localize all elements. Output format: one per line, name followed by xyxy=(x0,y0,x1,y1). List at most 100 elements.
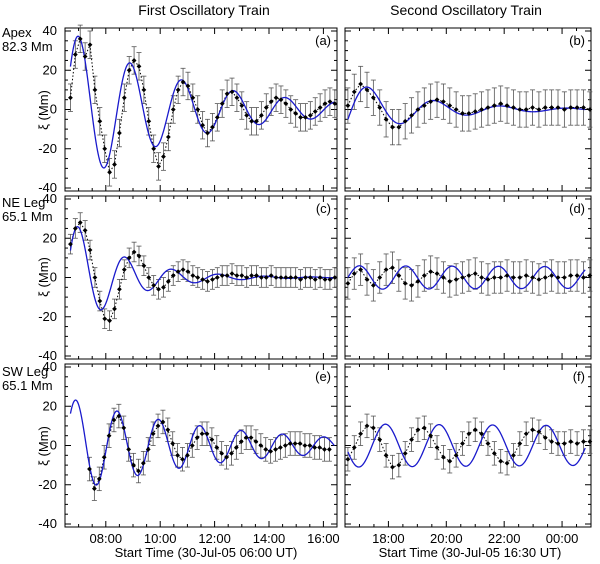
data-point xyxy=(298,114,303,120)
data-point xyxy=(317,105,323,110)
data-point xyxy=(131,249,137,255)
data-point xyxy=(409,437,414,443)
data-point xyxy=(415,107,421,112)
y-tick-label: -20 xyxy=(38,309,57,324)
data-point xyxy=(131,462,136,468)
data-point xyxy=(263,275,269,280)
data-point xyxy=(530,105,535,110)
fit-curve xyxy=(347,423,586,468)
data-point xyxy=(224,454,229,460)
data-point xyxy=(170,441,176,446)
data-point xyxy=(185,452,190,458)
data-point xyxy=(536,429,542,435)
data-point xyxy=(97,298,103,304)
data-point xyxy=(234,273,240,278)
data-point xyxy=(116,413,122,419)
fit-curve xyxy=(347,265,586,290)
data-point xyxy=(428,99,434,105)
y-tick-label: -40 xyxy=(38,348,57,363)
data-point xyxy=(190,273,196,278)
data-point xyxy=(161,284,166,290)
data-point xyxy=(530,427,535,433)
data-point xyxy=(485,441,491,446)
y-tick-label: 20 xyxy=(43,230,57,245)
data-point xyxy=(491,275,497,280)
data-point xyxy=(293,275,299,280)
data-point xyxy=(249,118,254,124)
data-point xyxy=(297,441,303,446)
data-point xyxy=(447,458,453,464)
data-point xyxy=(472,109,478,114)
data-point xyxy=(312,445,318,450)
data-point xyxy=(258,112,264,118)
data-point xyxy=(523,273,529,278)
data-point xyxy=(175,269,181,275)
data-point xyxy=(112,162,117,167)
observed-dotted-line xyxy=(69,37,337,174)
data-point xyxy=(141,263,147,269)
panel-letter: (e) xyxy=(315,369,331,384)
data-point xyxy=(292,441,298,446)
data-point xyxy=(498,275,504,280)
data-point xyxy=(298,277,303,282)
data-point xyxy=(555,105,561,110)
data-point xyxy=(97,118,103,124)
data-point xyxy=(107,318,113,324)
data-point xyxy=(390,265,395,271)
data-point xyxy=(511,452,516,458)
y-axis-label-row1: ξ (Mm) xyxy=(36,90,51,130)
chart-panel-0: -40 -20 0 20 40 (a) xyxy=(38,23,338,195)
data-point xyxy=(358,81,364,87)
data-point xyxy=(312,109,318,114)
data-point xyxy=(327,277,333,282)
data-point xyxy=(244,112,250,118)
data-point xyxy=(165,134,171,140)
data-point xyxy=(358,431,364,437)
data-point xyxy=(517,107,523,112)
chart-panel-3: (d) xyxy=(344,195,593,360)
y-tick-label: 20 xyxy=(43,62,57,77)
data-point xyxy=(224,91,230,97)
data-point xyxy=(322,277,328,282)
data-point xyxy=(307,275,313,280)
data-point xyxy=(210,124,215,130)
data-point xyxy=(358,267,364,273)
data-point xyxy=(307,443,313,448)
data-point xyxy=(140,460,146,466)
data-point xyxy=(568,439,574,444)
data-point xyxy=(288,107,294,112)
y-tick-label: 0 xyxy=(50,270,57,285)
data-point xyxy=(278,97,284,103)
data-point xyxy=(581,275,586,280)
data-point xyxy=(72,52,78,57)
data-point xyxy=(229,89,235,95)
data-point xyxy=(189,443,195,448)
data-point xyxy=(268,448,274,454)
data-point xyxy=(175,87,181,93)
data-point xyxy=(210,277,215,282)
data-point xyxy=(383,452,389,458)
data-point xyxy=(402,118,408,124)
data-point xyxy=(214,445,220,450)
data-point xyxy=(587,107,593,112)
data-point xyxy=(254,118,259,124)
data-point xyxy=(396,462,402,468)
y-tick-label: -40 xyxy=(38,516,57,531)
data-point xyxy=(536,277,542,282)
data-point xyxy=(409,282,414,288)
data-point xyxy=(370,95,376,101)
x-tick-label: 20:00 xyxy=(430,531,463,546)
data-point xyxy=(574,441,580,446)
data-point xyxy=(136,253,142,259)
data-point xyxy=(542,435,548,441)
data-point xyxy=(568,105,574,110)
data-point xyxy=(351,271,357,276)
column-title-first: First Oscillatory Train xyxy=(138,2,269,18)
data-point xyxy=(322,447,327,452)
data-point xyxy=(317,445,322,450)
data-point xyxy=(156,164,161,169)
data-point xyxy=(351,445,357,450)
observed-dotted-line xyxy=(347,425,590,468)
data-point xyxy=(287,441,293,446)
